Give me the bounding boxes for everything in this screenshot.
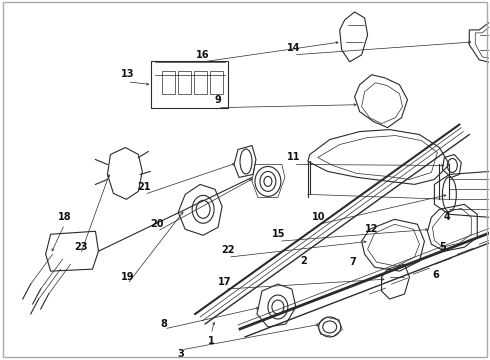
Text: 13: 13 <box>121 69 134 79</box>
Text: 3: 3 <box>178 349 185 359</box>
Text: 8: 8 <box>161 319 168 329</box>
Text: 19: 19 <box>121 272 134 282</box>
Text: 6: 6 <box>432 270 439 280</box>
Text: 4: 4 <box>444 212 451 222</box>
Text: 18: 18 <box>58 212 72 222</box>
Text: 15: 15 <box>272 229 286 239</box>
Text: 5: 5 <box>439 242 446 252</box>
Text: 22: 22 <box>221 245 235 255</box>
Text: 23: 23 <box>74 242 87 252</box>
Text: 16: 16 <box>196 50 210 60</box>
Text: 9: 9 <box>215 95 221 105</box>
Text: 17: 17 <box>219 277 232 287</box>
Text: 20: 20 <box>150 219 164 229</box>
Text: 1: 1 <box>208 336 215 346</box>
Text: 14: 14 <box>287 43 300 53</box>
Text: 12: 12 <box>365 224 378 234</box>
Text: 2: 2 <box>300 256 307 266</box>
Text: 11: 11 <box>287 153 300 162</box>
Text: 21: 21 <box>138 183 151 192</box>
Text: 10: 10 <box>312 212 325 222</box>
Text: 7: 7 <box>349 257 356 267</box>
